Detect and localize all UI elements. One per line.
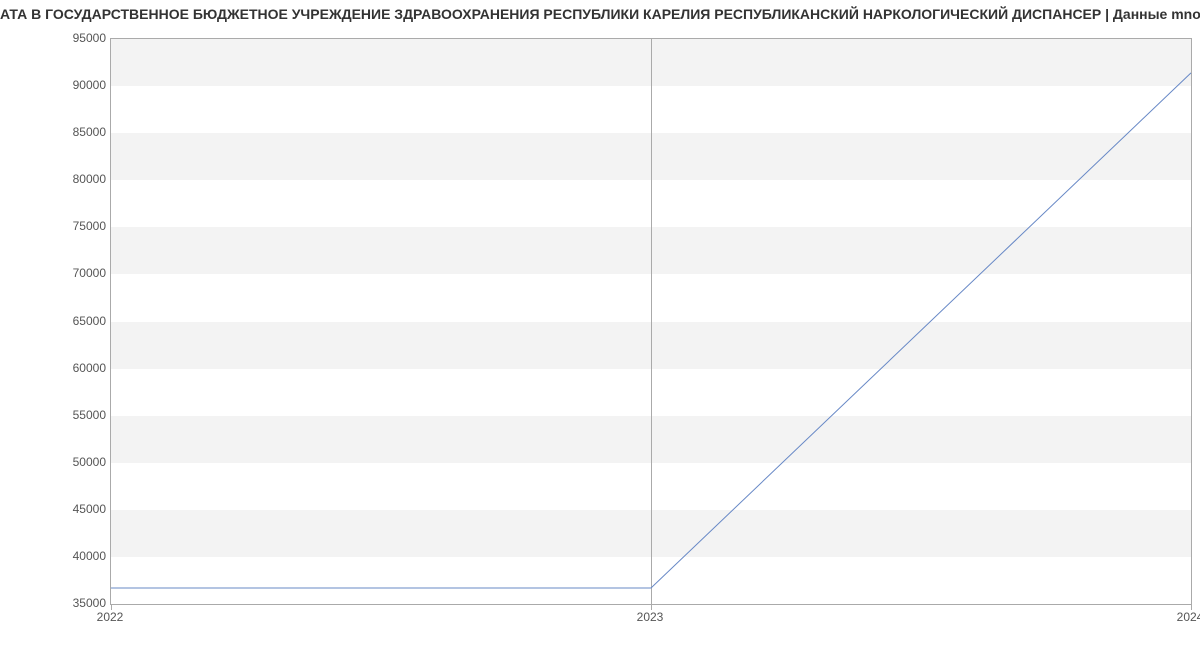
line-series xyxy=(111,39,1191,604)
y-tick-label: 50000 xyxy=(73,455,106,469)
y-tick-label: 90000 xyxy=(73,78,106,92)
y-tick-label: 35000 xyxy=(73,596,106,610)
y-tick-label: 45000 xyxy=(73,502,106,516)
y-tick-label: 80000 xyxy=(73,172,106,186)
plot-area xyxy=(110,38,1192,605)
y-tick-label: 60000 xyxy=(73,361,106,375)
chart-title: АТА В ГОСУДАРСТВЕННОЕ БЮДЖЕТНОЕ УЧРЕЖДЕН… xyxy=(0,6,1200,22)
x-tick-label: 2022 xyxy=(97,610,124,624)
y-tick-label: 70000 xyxy=(73,266,106,280)
x-tick-label: 2024 xyxy=(1177,610,1200,624)
y-tick-label: 55000 xyxy=(73,408,106,422)
y-tick-label: 85000 xyxy=(73,125,106,139)
x-tick-label: 2023 xyxy=(637,610,664,624)
y-tick-label: 95000 xyxy=(73,31,106,45)
y-tick-label: 75000 xyxy=(73,219,106,233)
chart-container: 35000 40000 45000 50000 55000 60000 65000 70000… xyxy=(0,28,1200,633)
y-tick-label: 40000 xyxy=(73,549,106,563)
y-tick-label: 65000 xyxy=(73,314,106,328)
